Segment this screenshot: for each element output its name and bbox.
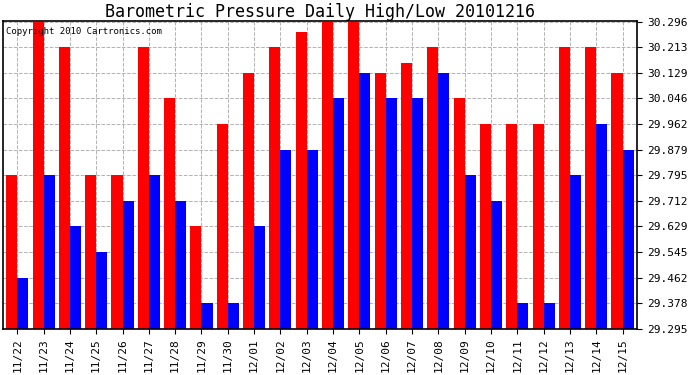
Bar — [296, 32, 307, 329]
Title: Barometric Pressure Daily High/Low 20101216: Barometric Pressure Daily High/Low 20101… — [105, 3, 535, 21]
Bar — [96, 252, 107, 329]
Bar — [85, 175, 96, 329]
Bar — [359, 73, 371, 329]
Bar — [138, 47, 149, 329]
Bar — [559, 47, 570, 329]
Bar — [506, 124, 518, 329]
Bar — [112, 175, 123, 329]
Bar — [59, 47, 70, 329]
Bar — [453, 98, 464, 329]
Bar — [412, 98, 423, 329]
Bar — [401, 63, 412, 329]
Bar — [190, 226, 201, 329]
Bar — [375, 73, 386, 329]
Bar — [280, 150, 291, 329]
Bar — [254, 226, 265, 329]
Bar — [149, 175, 160, 329]
Bar — [333, 98, 344, 329]
Bar — [427, 47, 438, 329]
Bar — [217, 124, 228, 329]
Bar — [585, 47, 596, 329]
Bar — [622, 150, 633, 329]
Bar — [611, 73, 622, 329]
Bar — [438, 73, 449, 329]
Bar — [570, 175, 581, 329]
Bar — [464, 175, 475, 329]
Text: Copyright 2010 Cartronics.com: Copyright 2010 Cartronics.com — [6, 27, 162, 36]
Bar — [269, 47, 280, 329]
Bar — [201, 303, 213, 329]
Bar — [43, 175, 55, 329]
Bar — [491, 201, 502, 329]
Bar — [228, 303, 239, 329]
Bar — [164, 98, 175, 329]
Bar — [480, 124, 491, 329]
Bar — [544, 303, 555, 329]
Bar — [243, 73, 254, 329]
Bar — [322, 21, 333, 329]
Bar — [123, 201, 134, 329]
Bar — [32, 21, 43, 329]
Bar — [533, 124, 544, 329]
Bar — [307, 150, 318, 329]
Bar — [70, 226, 81, 329]
Bar — [386, 98, 397, 329]
Bar — [17, 278, 28, 329]
Bar — [175, 201, 186, 329]
Bar — [596, 124, 607, 329]
Bar — [518, 303, 529, 329]
Bar — [348, 21, 359, 329]
Bar — [6, 175, 17, 329]
